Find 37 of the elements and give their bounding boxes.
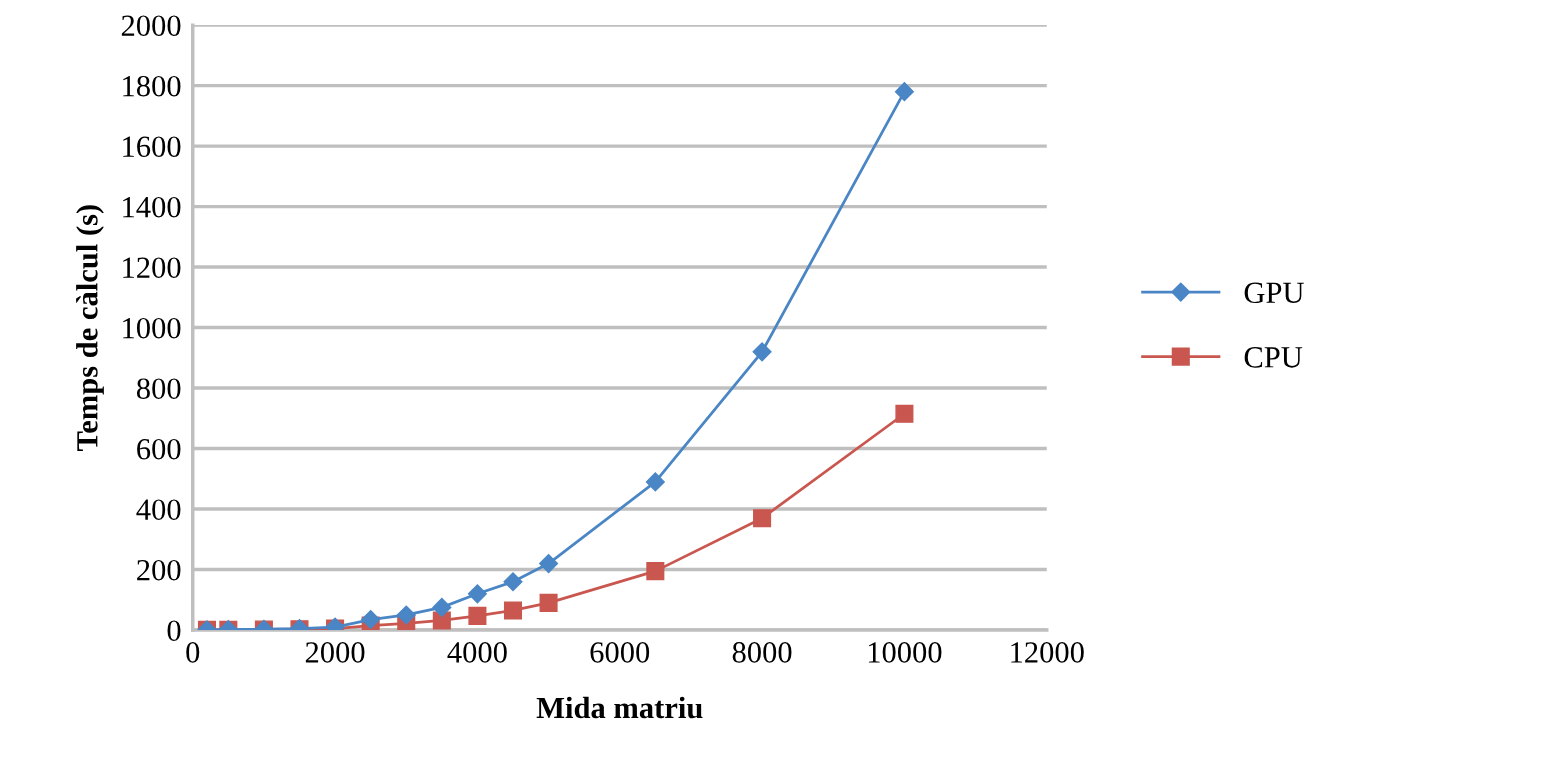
point	[503, 572, 523, 592]
y-tick-label: 1800	[123, 75, 181, 97]
point	[752, 342, 772, 362]
y-tick-label: 1600	[123, 136, 181, 158]
y-tick-label: 600	[137, 438, 181, 460]
y-tick-label: 1200	[123, 257, 181, 279]
x-tick-label: 8000	[732, 642, 792, 663]
x-tick-label: 4000	[447, 642, 507, 663]
point	[361, 609, 381, 630]
legend-label: CPU	[1244, 347, 1303, 368]
legend-label: GPU	[1244, 282, 1304, 304]
point	[646, 562, 665, 581]
y-tick-label: 200	[137, 559, 181, 581]
x-tick-label: 12000	[1011, 642, 1084, 663]
point	[645, 472, 665, 492]
x-tick-label: 10000	[868, 642, 942, 663]
y-tick-label: 1400	[123, 196, 181, 218]
point	[503, 601, 523, 620]
x-tick-label: 6000	[590, 642, 650, 663]
point	[895, 404, 914, 423]
point	[396, 605, 416, 625]
point	[539, 554, 559, 574]
y-tick-label: 2000	[121, 15, 181, 37]
point	[894, 82, 914, 102]
point	[468, 606, 487, 625]
y-tick-label: 0	[167, 620, 181, 642]
point	[753, 509, 772, 528]
point	[432, 597, 452, 617]
x-axis-title: Mida matriu	[536, 696, 703, 719]
y-axis-title: Temps de càlcul (s)	[76, 205, 104, 451]
point	[467, 584, 487, 604]
y-tick-label: 400	[136, 499, 181, 521]
point	[539, 593, 558, 612]
x-tick-label: 2000	[305, 642, 365, 663]
y-tick-label: 1000	[123, 317, 181, 339]
y-tick-label: 800	[136, 378, 181, 400]
x-tick-label: 0	[186, 642, 200, 663]
